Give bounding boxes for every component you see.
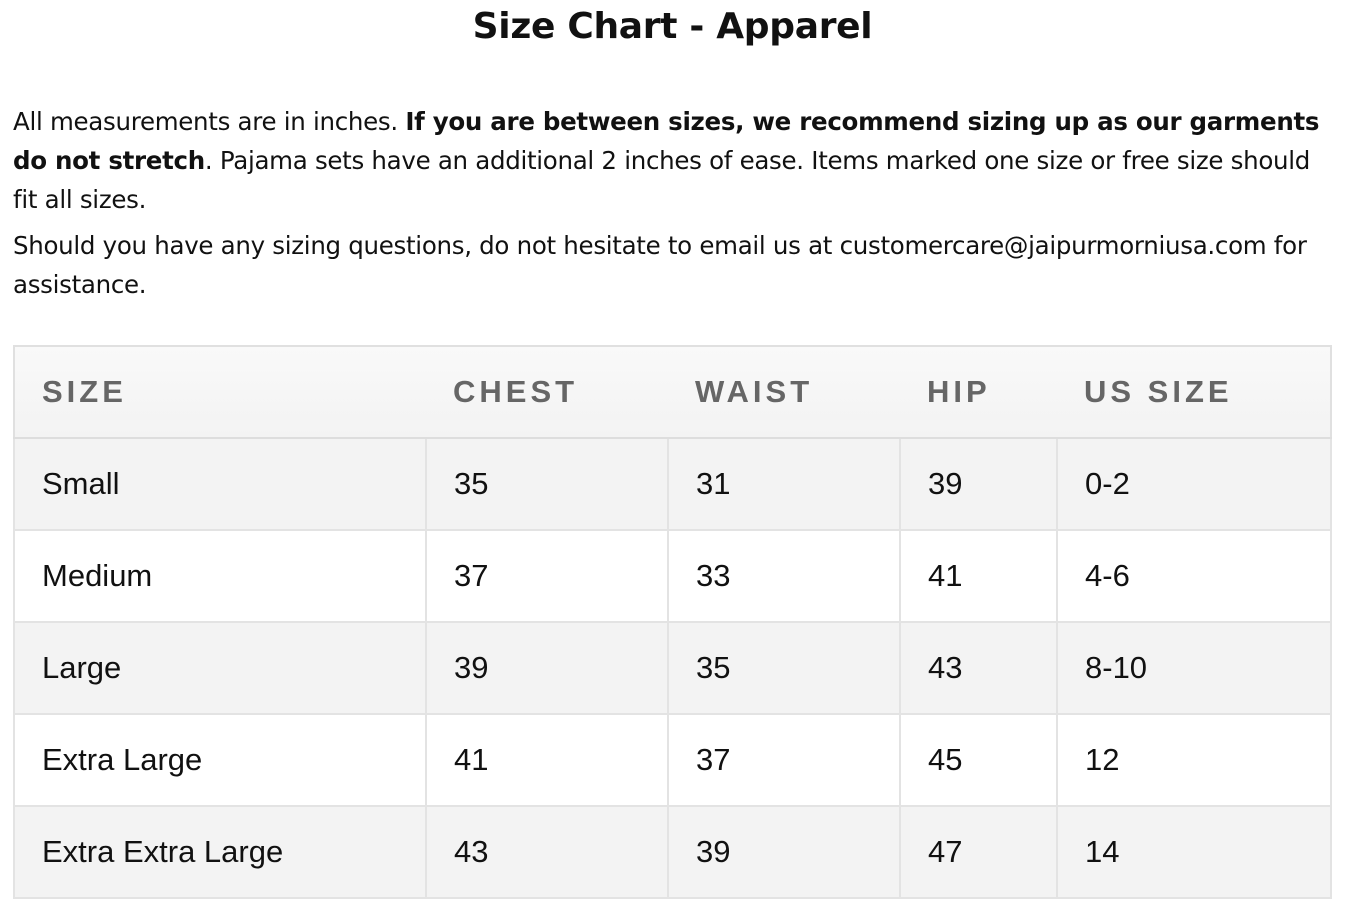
cell-us-size: 0-2 xyxy=(1056,437,1332,531)
cell-us-size: 8-10 xyxy=(1056,621,1332,715)
cell-size: Large xyxy=(13,621,427,715)
header-size: SIZE xyxy=(14,346,426,439)
cell-chest: 37 xyxy=(425,529,669,623)
header-chest: CHEST xyxy=(426,346,668,439)
size-chart-table: SIZE CHEST WAIST HIP US SIZE Small 35 31 39… xyxy=(13,345,1332,899)
cell-hip: 41 xyxy=(899,529,1058,623)
contact-note: Should you have any sizing questions, do… xyxy=(13,231,1307,299)
measurement-note: All measurements are in inches. If you a… xyxy=(13,107,1320,214)
cell-size: Extra Extra Large xyxy=(13,805,427,899)
cell-waist: 37 xyxy=(667,713,901,807)
cell-size: Small xyxy=(13,437,427,531)
table-row: Extra Extra Large 43 39 47 14 xyxy=(13,805,1332,899)
cell-waist: 31 xyxy=(667,437,901,531)
cell-hip: 45 xyxy=(899,713,1058,807)
cell-chest: 35 xyxy=(425,437,669,531)
header-row: SIZE CHEST WAIST HIP US SIZE xyxy=(14,346,1331,439)
table-row: Small 35 31 39 0-2 xyxy=(13,437,1332,531)
header-us-size: US SIZE xyxy=(1057,346,1331,439)
cell-size: Extra Large xyxy=(13,713,427,807)
header-waist: WAIST xyxy=(668,346,900,439)
cell-waist: 33 xyxy=(667,529,901,623)
cell-hip: 39 xyxy=(899,437,1058,531)
cell-hip: 43 xyxy=(899,621,1058,715)
intro-text: All measurements are in inches. If you a… xyxy=(13,102,1338,311)
table-row: Large 39 35 43 8-10 xyxy=(13,621,1332,715)
page-title: Size Chart - Apparel xyxy=(472,6,873,47)
table-row: Extra Large 41 37 45 12 xyxy=(13,713,1332,807)
cell-size: Medium xyxy=(13,529,427,623)
table-row: Medium 37 33 41 4-6 xyxy=(13,529,1332,623)
cell-us-size: 12 xyxy=(1056,713,1332,807)
cell-hip: 47 xyxy=(899,805,1058,899)
cell-us-size: 4-6 xyxy=(1056,529,1332,623)
cell-chest: 41 xyxy=(425,713,669,807)
cell-waist: 35 xyxy=(667,621,901,715)
cell-waist: 39 xyxy=(667,805,901,899)
cell-us-size: 14 xyxy=(1056,805,1332,899)
header-hip: HIP xyxy=(900,346,1057,439)
cell-chest: 43 xyxy=(425,805,669,899)
sizing-recommendation: If you are between sizes, we recommend s… xyxy=(13,107,1320,175)
cell-chest: 39 xyxy=(425,621,669,715)
